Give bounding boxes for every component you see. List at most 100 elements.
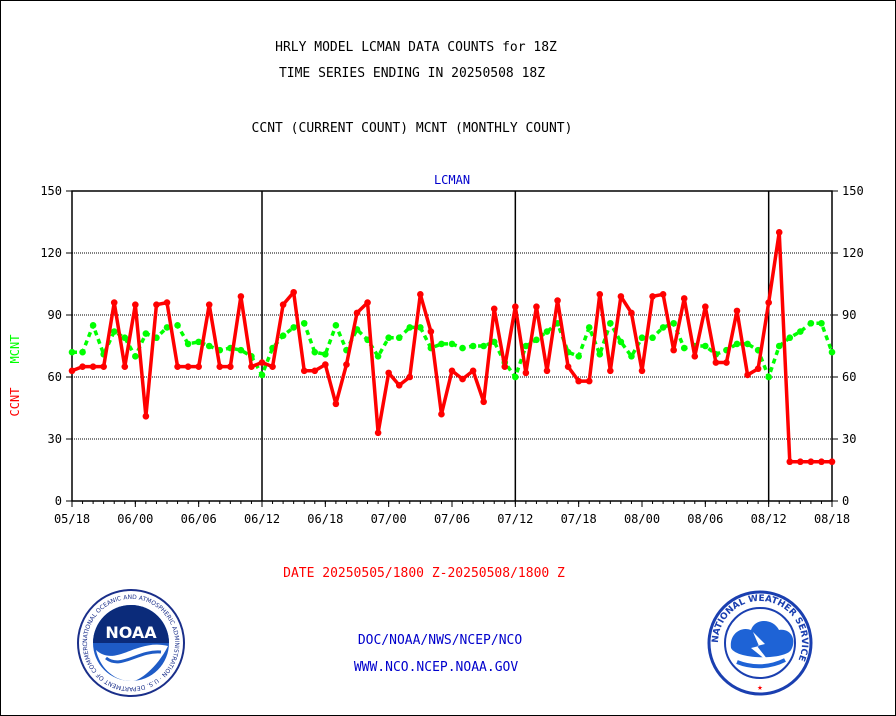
x-tick-label: 07/12: [497, 512, 533, 526]
chart-header-line-1: HRLY MODEL LCMAN DATA COUNTS for 18Z: [275, 40, 557, 55]
data-point-ccnt: [68, 367, 76, 375]
data-point-mcnt: [322, 350, 329, 358]
data-point-mcnt: [585, 324, 593, 331]
data-point-ccnt: [417, 291, 424, 298]
x-tick-label: 08/00: [624, 512, 660, 526]
data-point-ccnt: [142, 412, 150, 420]
data-point-ccnt: [174, 363, 181, 370]
data-point-ccnt: [522, 369, 530, 377]
data-point-mcnt: [680, 344, 688, 352]
data-point-mcnt: [374, 353, 382, 360]
data-point-ccnt: [575, 377, 582, 385]
data-point-ccnt: [205, 301, 213, 308]
data-point-mcnt: [786, 334, 794, 342]
data-point-ccnt: [702, 303, 709, 311]
noaa-logo: NOAA NATIONAL OCEANIC AND ATMOSPHERIC AD…: [76, 588, 185, 697]
data-point-ccnt: [121, 363, 129, 370]
y-axis-label-ccnt: CCNT: [8, 388, 22, 417]
data-point-ccnt: [100, 363, 107, 370]
data-point-ccnt: [490, 305, 498, 313]
data-point-ccnt: [459, 375, 466, 383]
x-tick-label: 08/06: [687, 512, 723, 526]
org-label: DOC/NOAA/NWS/NCEP/NCO: [357, 633, 523, 648]
data-point-ccnt: [427, 328, 435, 335]
data-point-ccnt: [512, 303, 519, 311]
data-point-ccnt: [797, 458, 804, 466]
data-point-mcnt: [469, 342, 477, 350]
data-point-ccnt: [258, 359, 266, 366]
data-point-mcnt: [744, 340, 751, 348]
data-point-ccnt: [659, 291, 667, 298]
x-tick-label: 06/06: [181, 512, 217, 526]
data-point-mcnt: [543, 328, 551, 335]
data-point-ccnt: [438, 410, 445, 418]
data-point-ccnt: [533, 303, 540, 311]
data-point-ccnt: [818, 458, 825, 466]
data-point-ccnt: [670, 346, 677, 354]
y-tick-label-left: 90: [48, 308, 62, 322]
data-point-ccnt: [79, 363, 86, 370]
data-point-mcnt: [490, 338, 498, 346]
data-point-mcnt: [818, 319, 825, 327]
data-point-mcnt: [575, 353, 582, 360]
data-point-ccnt: [374, 429, 382, 437]
data-point-mcnt: [279, 332, 287, 339]
data-point-ccnt: [754, 365, 762, 373]
data-point-mcnt: [184, 340, 192, 348]
data-point-mcnt: [258, 371, 266, 379]
data-point-ccnt: [237, 293, 245, 300]
data-point-ccnt: [184, 363, 192, 370]
data-point-ccnt: [691, 353, 699, 360]
data-point-mcnt: [807, 319, 815, 327]
data-point-ccnt: [712, 359, 720, 366]
data-point-ccnt: [543, 367, 551, 375]
noaa-logo-text: NOAA: [105, 623, 157, 642]
data-point-ccnt: [501, 363, 509, 370]
data-point-ccnt: [227, 363, 234, 370]
x-tick-label: 08/18: [814, 512, 850, 526]
data-point-mcnt: [438, 340, 445, 348]
y-tick-label-left: 120: [40, 246, 62, 260]
data-point-mcnt: [195, 338, 202, 346]
data-point-mcnt: [417, 324, 424, 331]
chart-header-line-2: TIME SERIES ENDING IN 20250508 18Z: [278, 66, 546, 81]
y-tick-label-right: 120: [842, 246, 864, 260]
data-point-mcnt: [89, 322, 97, 329]
data-point-mcnt: [395, 334, 403, 342]
y-tick-label-left: 30: [48, 432, 62, 446]
data-point-ccnt: [269, 363, 276, 370]
data-point-mcnt: [300, 319, 308, 327]
data-point-ccnt: [733, 307, 741, 315]
y-tick-label-right: 150: [842, 184, 864, 198]
data-point-mcnt: [237, 346, 245, 354]
data-point-mcnt: [205, 342, 213, 350]
data-point-mcnt: [174, 322, 181, 329]
data-point-ccnt: [353, 309, 361, 317]
data-point-mcnt: [142, 330, 150, 337]
data-point-mcnt: [68, 348, 76, 356]
data-point-mcnt: [163, 324, 171, 331]
data-point-ccnt: [89, 363, 97, 370]
data-point-mcnt: [79, 348, 86, 356]
data-point-ccnt: [448, 367, 456, 375]
x-tick-label: 07/06: [434, 512, 470, 526]
x-tick-label: 08/12: [751, 512, 787, 526]
data-point-ccnt: [828, 458, 836, 466]
date-range-label: DATE 20250505/1800 Z-20250508/1800 Z: [283, 566, 565, 581]
svg-text:★: ★: [757, 683, 763, 693]
data-point-mcnt: [649, 334, 656, 342]
data-point-ccnt: [807, 458, 815, 466]
data-point-ccnt: [744, 371, 751, 379]
website-link[interactable]: WWW.NCO.NCEP.NOAA.GOV: [353, 660, 519, 675]
data-point-ccnt: [300, 367, 308, 375]
x-tick-label: 05/18: [54, 512, 90, 526]
data-point-mcnt: [406, 324, 414, 331]
chart-title: LCMAN: [434, 173, 470, 187]
data-point-mcnt: [290, 324, 297, 331]
data-point-ccnt: [163, 299, 171, 306]
x-tick-label: 07/18: [561, 512, 597, 526]
data-point-mcnt: [311, 348, 319, 356]
y-tick-label-left: 150: [40, 184, 62, 198]
data-point-mcnt: [132, 353, 139, 360]
